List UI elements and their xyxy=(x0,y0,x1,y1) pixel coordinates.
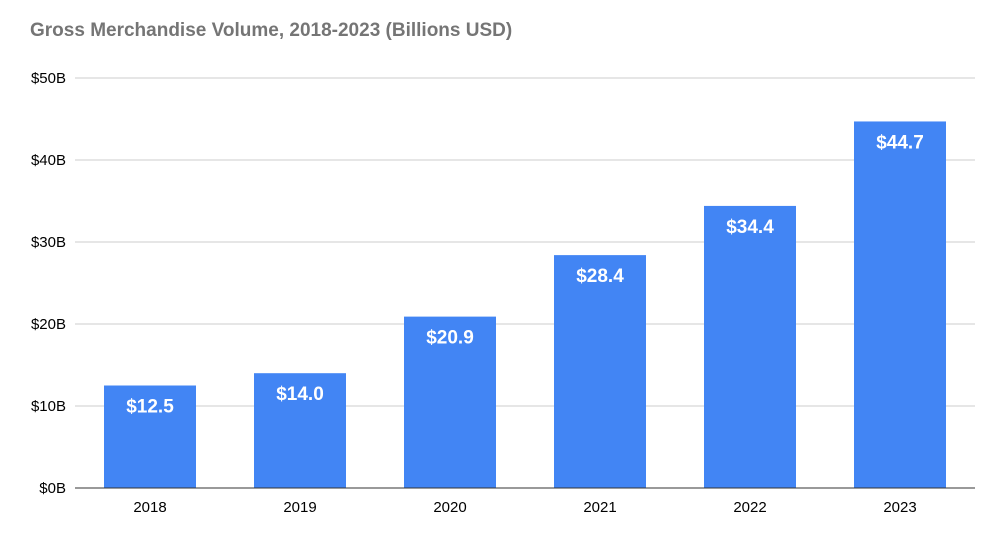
bar-data-label: $44.7 xyxy=(876,132,924,153)
y-tick-label: $10B xyxy=(31,398,66,415)
bar-data-label: $28.4 xyxy=(576,266,624,287)
chart-title: Gross Merchandise Volume, 2018-2023 (Bil… xyxy=(30,20,513,41)
y-tick-label: $40B xyxy=(31,152,66,169)
bar-data-label: $14.0 xyxy=(276,384,324,405)
bar-2023 xyxy=(854,121,946,489)
bar-data-label: $20.9 xyxy=(426,328,474,349)
x-tick-label: 2023 xyxy=(883,499,916,516)
bar-2018 xyxy=(104,385,196,488)
y-tick-label: $20B xyxy=(31,316,66,333)
x-tick-label: 2018 xyxy=(133,499,166,516)
y-tick-label: $0B xyxy=(39,480,66,497)
y-axis-tick-labels: $0B $10B $20B $30B $40B $50B xyxy=(31,70,66,497)
x-tick-label: 2022 xyxy=(733,499,766,516)
bar-data-labels: $12.5 $14.0 $20.9 $28.4 $34.4 $44.7 xyxy=(126,132,924,417)
x-tick-label: 2021 xyxy=(583,499,616,516)
y-tick-label: $50B xyxy=(31,70,66,87)
bar-2021 xyxy=(554,255,646,488)
bar-2019 xyxy=(254,373,346,488)
gridlines xyxy=(75,77,975,407)
x-axis-tick-labels: 2018 2019 2020 2021 2022 2023 xyxy=(133,499,916,516)
x-tick-label: 2020 xyxy=(433,499,466,516)
bar-2020 xyxy=(404,316,496,488)
bar-data-label: $34.4 xyxy=(726,217,774,238)
y-tick-label: $30B xyxy=(31,234,66,251)
bar-2022 xyxy=(704,205,796,489)
x-tick-label: 2019 xyxy=(283,499,316,516)
bars xyxy=(104,121,946,489)
bar-data-label: $12.5 xyxy=(126,397,174,418)
